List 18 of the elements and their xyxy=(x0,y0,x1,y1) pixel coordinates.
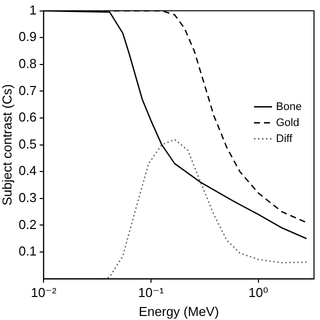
legend-label: Gold xyxy=(276,116,300,129)
x-axis-title: Energy (MeV) xyxy=(138,304,219,319)
legend-label: Bone xyxy=(276,100,302,113)
x-tick-label: 10⁰ xyxy=(248,285,268,300)
y-tick-label: 0.6 xyxy=(18,110,37,125)
x-tick-label: 10⁻¹ xyxy=(138,285,164,300)
legend-label: Diff xyxy=(276,132,294,145)
y-tick-label: 0.2 xyxy=(18,216,37,232)
y-axis-title: Subject contrast (Cs) xyxy=(0,84,14,206)
y-tick-label: 0.5 xyxy=(18,136,37,152)
y-tick-label: 1 xyxy=(29,2,37,18)
y-tick-label: 0.1 xyxy=(18,244,37,259)
y-tick-label: 0.3 xyxy=(18,190,37,205)
y-tick-label: 0.9 xyxy=(18,29,37,44)
y-tick-label: 0.7 xyxy=(18,82,37,98)
x-tick-label: 10⁻² xyxy=(30,285,58,300)
y-tick-label: 0.4 xyxy=(18,163,37,178)
y-tick-label: 0.8 xyxy=(18,56,37,71)
